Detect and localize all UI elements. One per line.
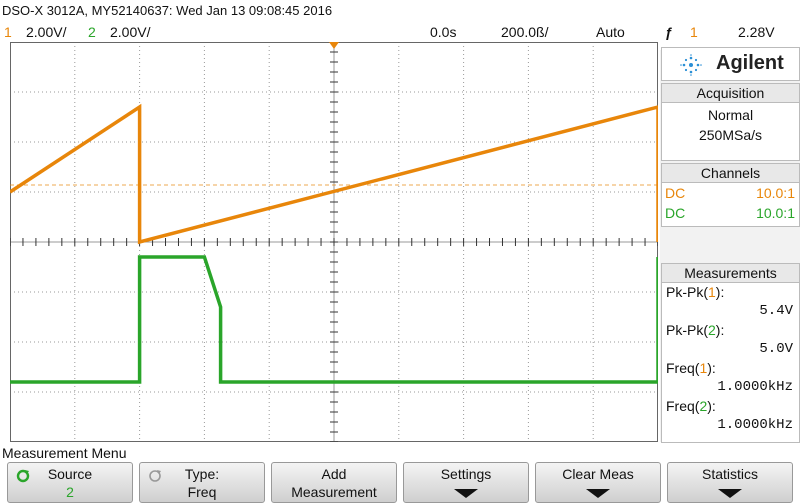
ch1-scale[interactable]: 2.00V/ xyxy=(26,24,67,40)
ch2-number[interactable]: 2 xyxy=(88,24,96,40)
softkey-label: Settings xyxy=(440,466,492,482)
brand-name: Agilent xyxy=(716,52,784,74)
entry-knob-icon xyxy=(149,470,161,482)
trace-ch1 xyxy=(10,103,658,245)
trigger-edge-icon: ƒ xyxy=(665,24,673,40)
entry-knob-icon xyxy=(16,469,30,483)
waveform-display[interactable]: T12 xyxy=(10,42,658,442)
trigger-level[interactable]: 2.28V xyxy=(738,24,775,40)
submenu-arrow-icon xyxy=(718,489,742,498)
ch2-coupling: DC xyxy=(665,205,686,221)
softkey-label: Source xyxy=(47,466,93,482)
channels-header: Channels xyxy=(662,164,799,183)
ch2-probe: 10.0:1 xyxy=(756,205,795,221)
submenu-arrow-icon xyxy=(454,489,478,498)
ch1-number[interactable]: 1 xyxy=(4,24,12,40)
softkey-type[interactable]: Type: Freq xyxy=(139,462,265,503)
softkey-label-2: Measurement xyxy=(291,484,377,500)
measurement-label: Freq(1): xyxy=(666,360,716,376)
measurement-label: Freq(2): xyxy=(666,398,716,414)
softkey-statistics[interactable]: Statistics xyxy=(667,462,793,503)
window-title: DSO-X 3012A, MY52140637: Wed Jan 13 09:0… xyxy=(2,3,333,18)
trigger-mode[interactable]: Auto xyxy=(596,24,625,40)
softkey-add-measurement[interactable]: Add Measurement xyxy=(271,462,397,503)
delay-value[interactable]: 0.0s xyxy=(430,24,457,40)
softkey-label: Add xyxy=(321,466,347,482)
channel-row-1: DC 10.0:1 xyxy=(662,183,799,203)
softkey-bar: Source 2 Type: Freq Add Measurement Sett… xyxy=(0,462,800,503)
measurements-panel[interactable]: Measurements Pk-Pk(1): 5.4V Pk-Pk(2): 5.… xyxy=(661,263,800,443)
ch1-coupling: DC xyxy=(665,185,686,201)
submenu-arrow-icon xyxy=(586,489,610,498)
measurements-header: Measurements xyxy=(662,264,799,283)
softkey-value: 2 xyxy=(66,484,74,500)
acquisition-rate: 250MSa/s xyxy=(698,127,763,143)
brand-logo: Agilent xyxy=(661,47,800,81)
softkey-source[interactable]: Source 2 xyxy=(7,462,133,503)
softkey-value: Freq xyxy=(187,484,217,500)
timebase-value[interactable]: 200.0ß/ xyxy=(501,24,549,40)
agilent-spark-icon xyxy=(680,54,702,76)
measurement-value: 1.0000kHz xyxy=(717,417,793,433)
acquisition-header: Acquisition xyxy=(662,84,799,103)
acquisition-mode: Normal xyxy=(707,107,754,123)
ch2-scale[interactable]: 2.00V/ xyxy=(110,24,151,40)
softkey-label: Statistics xyxy=(701,466,758,482)
measurement-label: Pk-Pk(2): xyxy=(666,322,725,338)
channels-panel[interactable]: Channels DC 10.0:1 DC 10.0:1 xyxy=(661,163,800,227)
measurement-value: 5.0V xyxy=(759,341,793,357)
ch1-probe: 10.0:1 xyxy=(756,185,795,201)
trace-ch2 xyxy=(10,255,658,384)
softkey-clear-meas[interactable]: Clear Meas xyxy=(535,462,661,503)
channel-row-2: DC 10.0:1 xyxy=(662,203,799,223)
trigger-position-icon xyxy=(329,42,339,49)
waveform-plot[interactable]: T12 xyxy=(10,42,658,442)
softkey-label: Type: xyxy=(184,466,220,482)
softkey-settings[interactable]: Settings xyxy=(403,462,529,503)
measurement-value: 5.4V xyxy=(759,303,793,319)
measurement-label: Pk-Pk(1): xyxy=(666,284,725,300)
trigger-source[interactable]: 1 xyxy=(690,24,698,40)
measurement-value: 1.0000kHz xyxy=(717,379,793,395)
menu-title: Measurement Menu xyxy=(2,445,127,461)
settings-bar: 1 2.00V/ 2 2.00V/ 0.0s 200.0ß/ Auto ƒ 1 … xyxy=(0,22,800,42)
acquisition-panel[interactable]: Acquisition Normal 250MSa/s xyxy=(661,83,800,161)
softkey-label: Clear Meas xyxy=(562,466,634,482)
